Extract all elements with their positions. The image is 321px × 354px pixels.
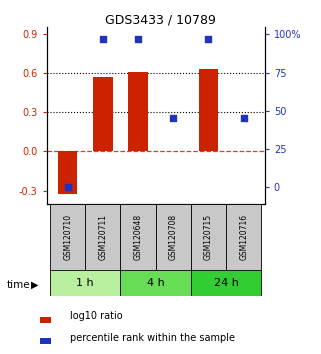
Bar [191,204,226,271]
Bar [58,152,77,194]
Bar [156,204,191,271]
Text: GSM120716: GSM120716 [239,214,248,260]
Bar [120,204,156,271]
Point [65,185,70,190]
Text: GSM120710: GSM120710 [63,214,72,260]
Text: GSM120648: GSM120648 [134,214,143,260]
Point [171,116,176,121]
Text: GSM120715: GSM120715 [204,214,213,260]
Text: GDS3433 / 10789: GDS3433 / 10789 [105,13,216,27]
Point [100,36,105,42]
Bar [226,204,261,271]
Text: log10 ratio: log10 ratio [70,312,123,321]
Bar [50,204,85,271]
Text: percentile rank within the sample: percentile rank within the sample [70,333,235,343]
Text: 1 h: 1 h [76,278,94,288]
Point [135,36,141,42]
Point [241,116,246,121]
Bar [40,338,51,344]
Bar [93,77,113,152]
Bar [40,317,51,323]
Point [206,36,211,42]
Bar [199,69,218,152]
Text: 24 h: 24 h [214,278,239,288]
Bar [191,270,261,296]
Bar [50,270,120,296]
Text: GSM120708: GSM120708 [169,214,178,260]
Text: ▶: ▶ [30,280,38,290]
Bar [128,72,148,152]
Bar [85,204,120,271]
Bar [120,270,191,296]
Text: GSM120711: GSM120711 [98,214,108,260]
Text: 4 h: 4 h [147,278,165,288]
Text: time: time [6,280,30,290]
